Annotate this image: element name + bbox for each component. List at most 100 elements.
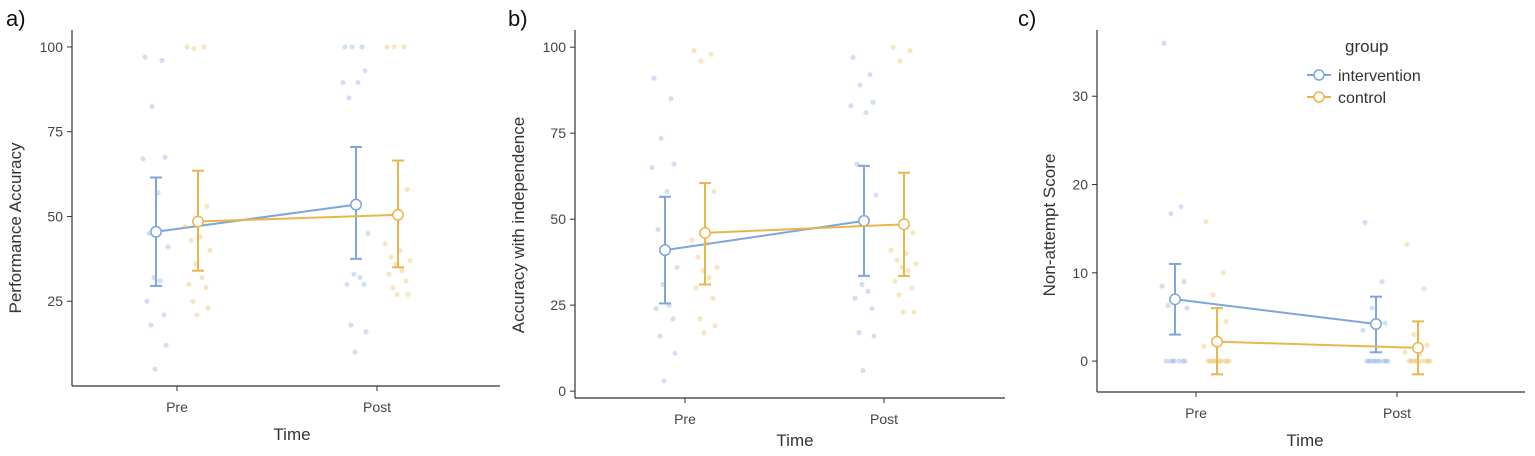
- data-point-control: [710, 295, 716, 301]
- data-point-control: [201, 44, 207, 50]
- data-point-control: [205, 305, 211, 311]
- data-point-control: [1220, 270, 1226, 276]
- mean-marker-control: [392, 208, 404, 221]
- data-point-intervention: [363, 329, 369, 335]
- data-point-intervention: [670, 316, 676, 322]
- data-point-intervention: [361, 281, 367, 287]
- data-point-control: [712, 323, 718, 329]
- data-point-control: [1424, 342, 1430, 348]
- mean-line-intervention: [664, 219, 865, 252]
- data-point-intervention: [664, 189, 670, 195]
- data-point-intervention: [352, 349, 358, 355]
- data-point-intervention: [850, 54, 856, 61]
- data-point-control: [203, 285, 209, 291]
- mean-marker-control: [192, 215, 204, 228]
- data-point-control: [191, 46, 197, 52]
- data-point-control: [386, 271, 392, 277]
- data-point-intervention: [362, 68, 368, 74]
- y-tick-label: 0: [1080, 353, 1088, 369]
- data-point-control: [708, 51, 714, 57]
- data-point-control: [907, 48, 913, 54]
- data-point-intervention: [1382, 320, 1388, 326]
- x-tick-label: Pre: [674, 411, 696, 427]
- data-point-control: [910, 230, 916, 236]
- data-point-intervention: [144, 298, 150, 304]
- data-point-control: [1226, 358, 1232, 364]
- data-point-intervention: [674, 264, 680, 270]
- data-point-control: [204, 203, 210, 209]
- data-point-control: [1411, 332, 1417, 338]
- data-point-control: [693, 285, 699, 291]
- data-point-intervention: [1366, 358, 1372, 364]
- y-tick-label: 25: [47, 293, 63, 309]
- data-point-control: [190, 298, 196, 304]
- data-point-intervention: [1180, 358, 1186, 364]
- data-point-control: [894, 257, 900, 264]
- mean-marker-control: [1412, 341, 1424, 354]
- data-point-intervention: [351, 271, 357, 277]
- data-point-intervention: [1165, 302, 1171, 309]
- data-point-control: [689, 237, 695, 243]
- x-tick-label: Post: [363, 399, 391, 415]
- data-point-control: [1222, 358, 1228, 364]
- data-point-intervention: [856, 330, 862, 336]
- y-tick-label: 20: [1072, 177, 1088, 193]
- panel-b-x-title: Time: [776, 431, 813, 450]
- data-point-control: [697, 316, 703, 322]
- data-point-intervention: [1368, 358, 1374, 364]
- legend-title: group: [1345, 37, 1388, 56]
- data-point-intervention: [655, 226, 661, 233]
- data-point-control: [706, 275, 712, 281]
- data-point-intervention: [162, 154, 168, 160]
- data-point-control: [1203, 218, 1209, 225]
- panel-a-letter: a): [6, 6, 26, 31]
- mean-marker-control: [1211, 335, 1223, 348]
- mean-line-intervention: [1174, 298, 1377, 326]
- panel-a-x-title: Time: [273, 425, 310, 444]
- data-point-control: [888, 247, 894, 253]
- data-point-control: [1209, 358, 1215, 364]
- data-point-intervention: [148, 322, 154, 328]
- data-point-intervention: [1168, 211, 1174, 217]
- legend-label-control: control: [1338, 90, 1386, 107]
- data-point-control: [1419, 358, 1425, 364]
- data-point-control: [384, 44, 390, 50]
- data-point-intervention: [159, 57, 165, 64]
- data-point-intervention: [1385, 358, 1391, 364]
- data-point-intervention: [1161, 40, 1167, 46]
- data-point-intervention: [1362, 219, 1368, 226]
- data-point-intervention: [1383, 358, 1389, 364]
- data-point-intervention: [1181, 279, 1187, 285]
- data-point-intervention: [149, 103, 155, 109]
- data-point-intervention: [349, 44, 355, 50]
- panel-c-x-title: Time: [1286, 431, 1323, 450]
- data-point-intervention: [1184, 305, 1190, 311]
- data-point-control: [388, 254, 394, 260]
- data-point-control: [405, 291, 411, 298]
- legend-marker-control: [1313, 91, 1325, 103]
- data-point-control: [404, 186, 410, 192]
- panel-a-plot: 25 50 75 100 Pre Post: [40, 30, 500, 415]
- x-tick-label: Post: [1383, 405, 1411, 421]
- data-point-intervention: [860, 367, 866, 374]
- data-point-intervention: [1360, 327, 1366, 333]
- data-point-control: [199, 274, 205, 281]
- legend-marker-intervention: [1313, 69, 1325, 81]
- data-point-control: [913, 261, 919, 267]
- y-tick-label: 50: [550, 211, 566, 227]
- data-point-intervention: [1167, 358, 1173, 364]
- y-tick-label: 50: [47, 208, 63, 224]
- data-point-intervention: [1377, 358, 1383, 364]
- legend-item-control: control: [1307, 90, 1386, 107]
- legend-label-intervention: intervention: [1338, 68, 1421, 85]
- data-point-control: [909, 285, 915, 291]
- mean-marker-intervention: [1169, 293, 1181, 306]
- data-point-control: [207, 247, 213, 253]
- data-point-intervention: [342, 44, 348, 50]
- data-point-intervention: [651, 75, 657, 81]
- data-point-control: [1410, 358, 1416, 364]
- data-point-intervention: [142, 54, 148, 60]
- data-point-intervention: [1372, 358, 1378, 364]
- data-point-intervention: [1159, 283, 1165, 289]
